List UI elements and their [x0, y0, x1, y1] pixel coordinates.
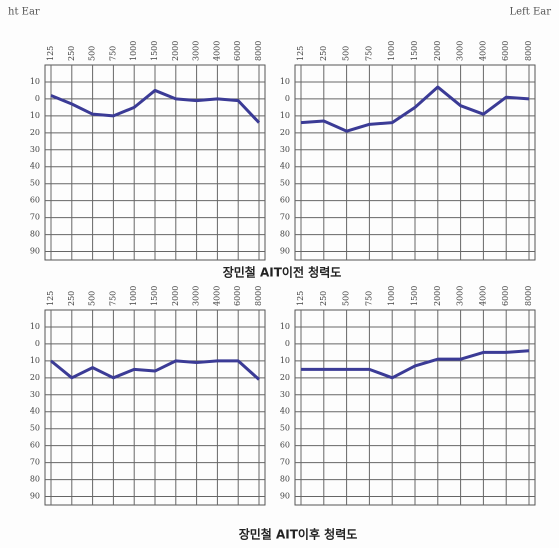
- x-tick-label: 6000: [233, 41, 242, 61]
- x-tick-label: 2000: [171, 286, 180, 306]
- x-tick-label: 750: [364, 46, 373, 61]
- x-tick-label: 2000: [433, 286, 442, 306]
- audiogram-line: [300, 85, 530, 133]
- y-tick-label: 10: [30, 322, 40, 331]
- y-tick-label: 80: [280, 475, 290, 484]
- y-tick-label: 0: [35, 339, 40, 348]
- x-tick-label: 750: [108, 291, 117, 306]
- x-tick-label: 8000: [254, 286, 263, 306]
- x-tick-label: 250: [319, 46, 328, 61]
- y-tick-label: 40: [30, 162, 40, 171]
- x-tick-label: 4000: [478, 286, 487, 306]
- x-tick-label: 750: [364, 291, 373, 306]
- x-tick-label: 1000: [387, 41, 396, 61]
- x-tick-label: 250: [319, 291, 328, 306]
- x-tick-label: 750: [108, 46, 117, 61]
- y-tick-label: 50: [30, 424, 40, 433]
- y-tick-label: 70: [30, 458, 40, 467]
- x-tick-label: 4000: [478, 41, 487, 61]
- y-tick-label: 80: [30, 230, 40, 239]
- x-tick-label: 500: [342, 291, 351, 306]
- x-tick-label: 8000: [524, 41, 533, 61]
- y-tick-label: 20: [30, 128, 40, 137]
- x-tick-label: 2000: [433, 41, 442, 61]
- left-ear-label: Left Ear: [510, 7, 552, 18]
- y-tick-label: 40: [30, 407, 40, 416]
- y-tick-label: 60: [30, 441, 40, 450]
- x-tick-label: 125: [46, 291, 55, 306]
- y-tick-label: 10: [280, 111, 290, 120]
- y-tick-label: 10: [30, 111, 40, 120]
- x-tick-label: 1500: [150, 286, 159, 306]
- x-tick-label: 250: [67, 291, 76, 306]
- x-tick-label: 125: [46, 46, 55, 61]
- y-tick-label: 0: [285, 94, 290, 103]
- right-ear-label: ht Ear: [8, 7, 40, 18]
- y-tick-label: 10: [30, 77, 40, 86]
- x-tick-label: 3000: [456, 286, 465, 306]
- x-tick-label: 500: [88, 291, 97, 306]
- x-tick-label: 6000: [501, 286, 510, 306]
- y-tick-label: 30: [280, 145, 290, 154]
- y-tick-label: 60: [280, 196, 290, 205]
- x-tick-label: 2000: [171, 41, 180, 61]
- y-tick-label: 90: [30, 247, 40, 256]
- x-tick-label: 250: [67, 46, 76, 61]
- y-tick-label: 50: [280, 179, 290, 188]
- x-tick-label: 500: [342, 46, 351, 61]
- x-tick-label: 500: [88, 46, 97, 61]
- y-tick-label: 70: [280, 213, 290, 222]
- y-tick-label: 80: [30, 475, 40, 484]
- x-tick-label: 6000: [233, 286, 242, 306]
- y-tick-label: 10: [280, 77, 290, 86]
- y-tick-label: 40: [280, 162, 290, 171]
- audiogram-line: [301, 349, 530, 380]
- x-tick-label: 8000: [524, 286, 533, 306]
- y-tick-label: 90: [30, 492, 40, 501]
- y-tick-label: 70: [280, 458, 290, 467]
- audiogram-line: [50, 88, 261, 124]
- y-tick-label: 30: [30, 145, 40, 154]
- x-tick-label: 1500: [410, 286, 419, 306]
- x-tick-label: 4000: [212, 286, 221, 306]
- x-tick-label: 1000: [387, 286, 396, 306]
- x-tick-label: 1500: [150, 41, 159, 61]
- y-tick-label: 10: [280, 322, 290, 331]
- y-tick-label: 40: [280, 407, 290, 416]
- y-tick-label: 50: [280, 424, 290, 433]
- x-tick-label: 1000: [129, 41, 138, 61]
- y-tick-label: 80: [280, 230, 290, 239]
- x-tick-label: 6000: [501, 41, 510, 61]
- x-tick-label: 3000: [192, 286, 201, 306]
- caption: 장민철 AIT이전 청력도: [223, 265, 342, 280]
- caption: 장민철 AIT이후 청력도: [239, 527, 358, 542]
- audiogram-line: [50, 359, 261, 381]
- y-tick-label: 20: [280, 373, 290, 382]
- x-tick-label: 125: [296, 46, 305, 61]
- y-tick-label: 70: [30, 213, 40, 222]
- y-tick-label: 30: [30, 390, 40, 399]
- y-tick-label: 90: [280, 247, 290, 256]
- y-tick-label: 50: [30, 179, 40, 188]
- y-tick-label: 30: [280, 390, 290, 399]
- x-tick-label: 8000: [254, 41, 263, 61]
- x-tick-label: 125: [296, 291, 305, 306]
- x-tick-label: 1000: [129, 286, 138, 306]
- y-tick-label: 10: [30, 356, 40, 365]
- y-tick-label: 0: [285, 339, 290, 348]
- y-tick-label: 60: [280, 441, 290, 450]
- y-tick-label: 20: [280, 128, 290, 137]
- x-tick-label: 4000: [212, 41, 221, 61]
- y-tick-label: 20: [30, 373, 40, 382]
- y-tick-label: 60: [30, 196, 40, 205]
- y-tick-label: 0: [35, 94, 40, 103]
- x-tick-label: 3000: [456, 41, 465, 61]
- y-tick-label: 10: [280, 356, 290, 365]
- y-tick-label: 90: [280, 492, 290, 501]
- x-tick-label: 1500: [410, 41, 419, 61]
- x-tick-label: 3000: [192, 41, 201, 61]
